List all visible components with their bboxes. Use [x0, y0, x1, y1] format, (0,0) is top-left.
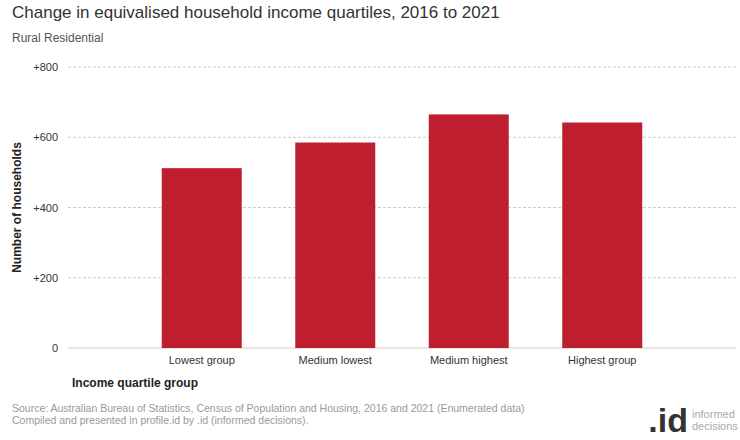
grid-line: [68, 67, 736, 68]
bars: [162, 114, 643, 348]
brand-tagline: informed: [692, 408, 735, 420]
subtitle: Rural Residential: [12, 31, 103, 45]
bar: [162, 168, 242, 348]
source: Compiled and presented in profile.id by …: [12, 414, 309, 426]
x-tick-label: Highest group: [568, 354, 637, 366]
y-tick-label: +200: [33, 272, 58, 284]
y-tick-label: +600: [33, 131, 58, 143]
bar: [429, 114, 509, 348]
title: Change in equivalised household income q…: [12, 3, 500, 22]
x-tick-label: Lowest group: [169, 354, 235, 366]
bar: [562, 122, 642, 348]
x-tick-label: Medium highest: [430, 354, 508, 366]
y-tick-label: +800: [33, 61, 58, 73]
y-tick-label: 0: [52, 342, 58, 354]
x-axis-label: Income quartile group: [72, 376, 198, 390]
brand: .id: [648, 401, 688, 439]
bar: [295, 143, 375, 348]
source: Source: Australian Bureau of Statistics,…: [12, 402, 525, 414]
y-axis-label: Number of households: [10, 142, 24, 273]
y-tick-label: +400: [33, 202, 58, 214]
brand-tagline: decisions: [692, 420, 738, 432]
x-tick-label: Medium lowest: [299, 354, 372, 366]
chart: Change in equivalised household income q…: [0, 0, 740, 440]
